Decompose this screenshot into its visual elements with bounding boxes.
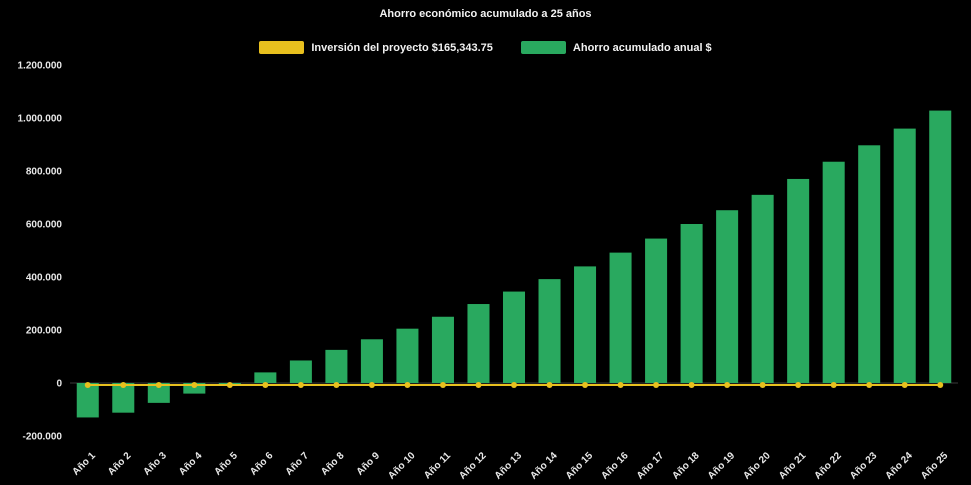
legend-swatch-inversion [259,41,305,54]
x-tick-label: Año 4 [177,450,205,478]
x-tick-label: Año 20 [741,450,773,482]
y-tick-label: -200.000 [23,432,63,443]
bar-año-16[interactable] [609,252,632,383]
x-tick-label: Año 6 [248,450,276,478]
legend-label-inversion: Inversión del proyecto $165,343.75 [311,41,493,54]
y-tick-label: 1.000.000 [18,114,63,125]
x-tick-label: Año 2 [106,450,134,478]
investment-point-11[interactable] [439,382,446,388]
x-tick-label: Año 17 [635,450,667,482]
investment-point-23[interactable] [866,382,873,388]
investment-point-8[interactable] [333,382,340,388]
investment-point-25[interactable] [937,382,944,388]
bar-año-24[interactable] [893,128,916,383]
investment-point-9[interactable] [368,382,375,388]
bar-año-18[interactable] [680,224,703,383]
bar-año-6[interactable] [254,372,277,383]
bar-año-20[interactable] [751,194,774,383]
investment-point-12[interactable] [475,382,482,388]
x-tick-label: Año 8 [319,450,347,478]
bar-año-1[interactable] [76,383,99,418]
x-tick-label: Año 1 [70,450,98,478]
bar-año-14[interactable] [538,279,561,383]
bar-año-22[interactable] [822,161,845,383]
investment-point-7[interactable] [297,382,304,388]
x-tick-label: Año 22 [812,450,844,482]
bar-año-3[interactable] [147,383,170,403]
investment-point-2[interactable] [120,382,127,388]
investment-point-22[interactable] [830,382,837,388]
x-tick-label: Año 12 [457,450,489,482]
investment-point-14[interactable] [546,382,553,388]
investment-point-17[interactable] [653,382,660,388]
x-tick-label: Año 21 [777,450,809,482]
x-tick-label: Año 13 [493,450,525,482]
y-tick-label: 1.200.000 [18,61,63,72]
x-tick-label: Año 16 [599,450,631,482]
investment-point-15[interactable] [582,382,589,388]
x-tick-label: Año 19 [706,450,738,482]
bar-año-13[interactable] [502,291,526,383]
x-tick-label: Año 7 [284,450,312,478]
legend-swatch-ahorro [520,41,566,54]
investment-point-1[interactable] [84,382,91,388]
investment-point-3[interactable] [155,382,162,388]
x-tick-label: Año 14 [528,450,560,482]
x-tick-label: Año 24 [883,450,915,482]
x-tick-label: Año 9 [355,450,383,478]
x-tick-label: Año 15 [564,450,596,482]
bar-año-23[interactable] [858,145,881,383]
investment-point-19[interactable] [724,382,731,388]
chart-legend: Inversión del proyecto $165,343.75 Ahorr… [0,41,971,54]
x-tick-label: Año 11 [422,450,453,481]
y-tick-label: 0 [56,379,62,390]
legend-label-ahorro: Ahorro acumulado anual $ [572,41,712,54]
bar-año-2[interactable] [112,383,135,413]
legend-item-inversion[interactable]: Inversión del proyecto $165,343.75 [259,41,493,54]
investment-point-24[interactable] [901,382,908,388]
bar-año-7[interactable] [289,360,312,383]
bar-año-19[interactable] [716,210,739,383]
investment-point-18[interactable] [688,382,695,388]
bar-año-25[interactable] [929,110,952,383]
investment-point-21[interactable] [795,382,802,388]
y-tick-label: 800.000 [26,167,63,178]
investment-point-20[interactable] [759,382,766,388]
investment-point-6[interactable] [262,382,269,388]
y-tick-label: 200.000 [26,326,63,337]
investment-point-16[interactable] [617,382,624,388]
x-tick-label: Año 5 [213,450,241,478]
bar-año-21[interactable] [787,178,810,383]
bar-año-9[interactable] [360,339,383,383]
investment-point-5[interactable] [226,382,233,388]
x-tick-label: Año 18 [670,450,702,482]
bar-año-10[interactable] [396,328,419,383]
x-tick-label: Año 10 [386,450,418,482]
bar-año-11[interactable] [431,316,454,383]
x-tick-label: Año 23 [848,450,880,482]
bar-año-8[interactable] [325,349,348,383]
investment-point-13[interactable] [511,382,517,388]
bar-año-15[interactable] [574,266,597,383]
investment-point-4[interactable] [191,382,198,388]
x-tick-label: Año 25 [919,450,951,482]
bar-año-17[interactable] [645,238,668,383]
legend-item-ahorro[interactable]: Ahorro acumulado anual $ [520,41,712,54]
x-tick-label: Año 3 [141,450,169,478]
investment-point-10[interactable] [404,382,411,388]
bar-año-12[interactable] [467,304,490,383]
bar-año-4[interactable] [183,383,206,394]
y-tick-label: 400.000 [26,273,63,284]
chart-title: Ahorro económico acumulado a 25 años [379,8,592,20]
y-tick-label: 600.000 [26,220,63,231]
